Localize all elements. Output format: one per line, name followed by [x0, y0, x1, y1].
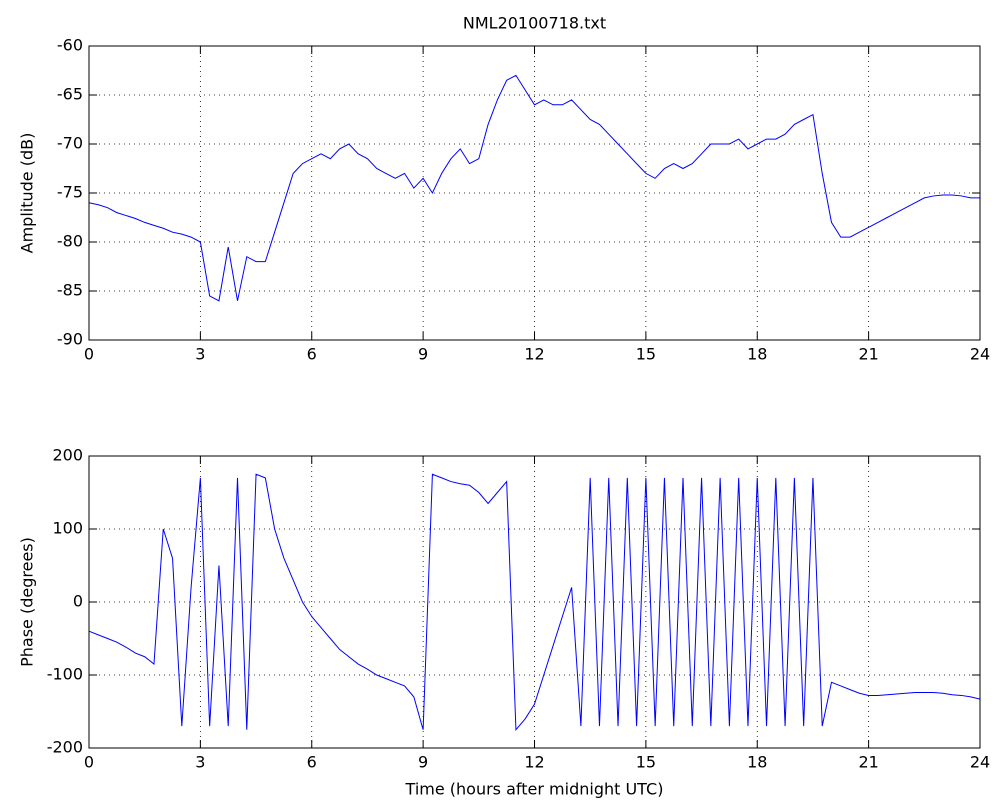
y-tick-label: -85 [57, 281, 83, 300]
x-axis-label: Time (hours after midnight UTC) [405, 780, 664, 799]
x-tick-label: 0 [84, 345, 94, 364]
x-tick-label: 9 [418, 345, 428, 364]
x-tick-label: 6 [307, 345, 317, 364]
x-tick-label: 24 [970, 753, 990, 772]
y-tick-label: -75 [57, 183, 83, 202]
data-line [88, 74, 980, 302]
x-tick-label: 18 [747, 753, 767, 772]
y-tick-label: -60 [57, 36, 83, 55]
y-tick-label: -80 [57, 232, 83, 251]
axes-frame [88, 455, 981, 749]
y-tick-label: -90 [57, 330, 83, 349]
y-tick-label: -70 [57, 134, 83, 153]
y-axis-label: Phase (degrees) [18, 537, 37, 667]
x-tick-label: 3 [195, 753, 205, 772]
axes-frame [88, 45, 981, 341]
x-tick-label: 21 [858, 753, 878, 772]
x-tick-label: 3 [195, 345, 205, 364]
x-tick-label: 6 [307, 753, 317, 772]
y-tick-label: -65 [57, 85, 83, 104]
x-tick-label: 18 [747, 345, 767, 364]
x-tick-label: 9 [418, 753, 428, 772]
y-tick-label: 200 [52, 446, 83, 465]
y-axis-label: Amplitude (dB) [18, 133, 37, 254]
y-tick-label: 100 [52, 519, 83, 538]
x-tick-label: 21 [858, 345, 878, 364]
x-tick-label: 15 [636, 345, 656, 364]
data-line [88, 473, 981, 732]
x-tick-label: 12 [524, 753, 544, 772]
x-tick-label: 15 [636, 753, 656, 772]
y-tick-label: -100 [47, 665, 83, 684]
x-tick-label: 12 [524, 345, 544, 364]
chart-title: NML20100718.txt [463, 14, 606, 33]
x-tick-label: 0 [84, 753, 94, 772]
y-tick-label: -200 [47, 738, 83, 757]
y-tick-label: 0 [73, 592, 83, 611]
x-tick-label: 24 [970, 345, 990, 364]
